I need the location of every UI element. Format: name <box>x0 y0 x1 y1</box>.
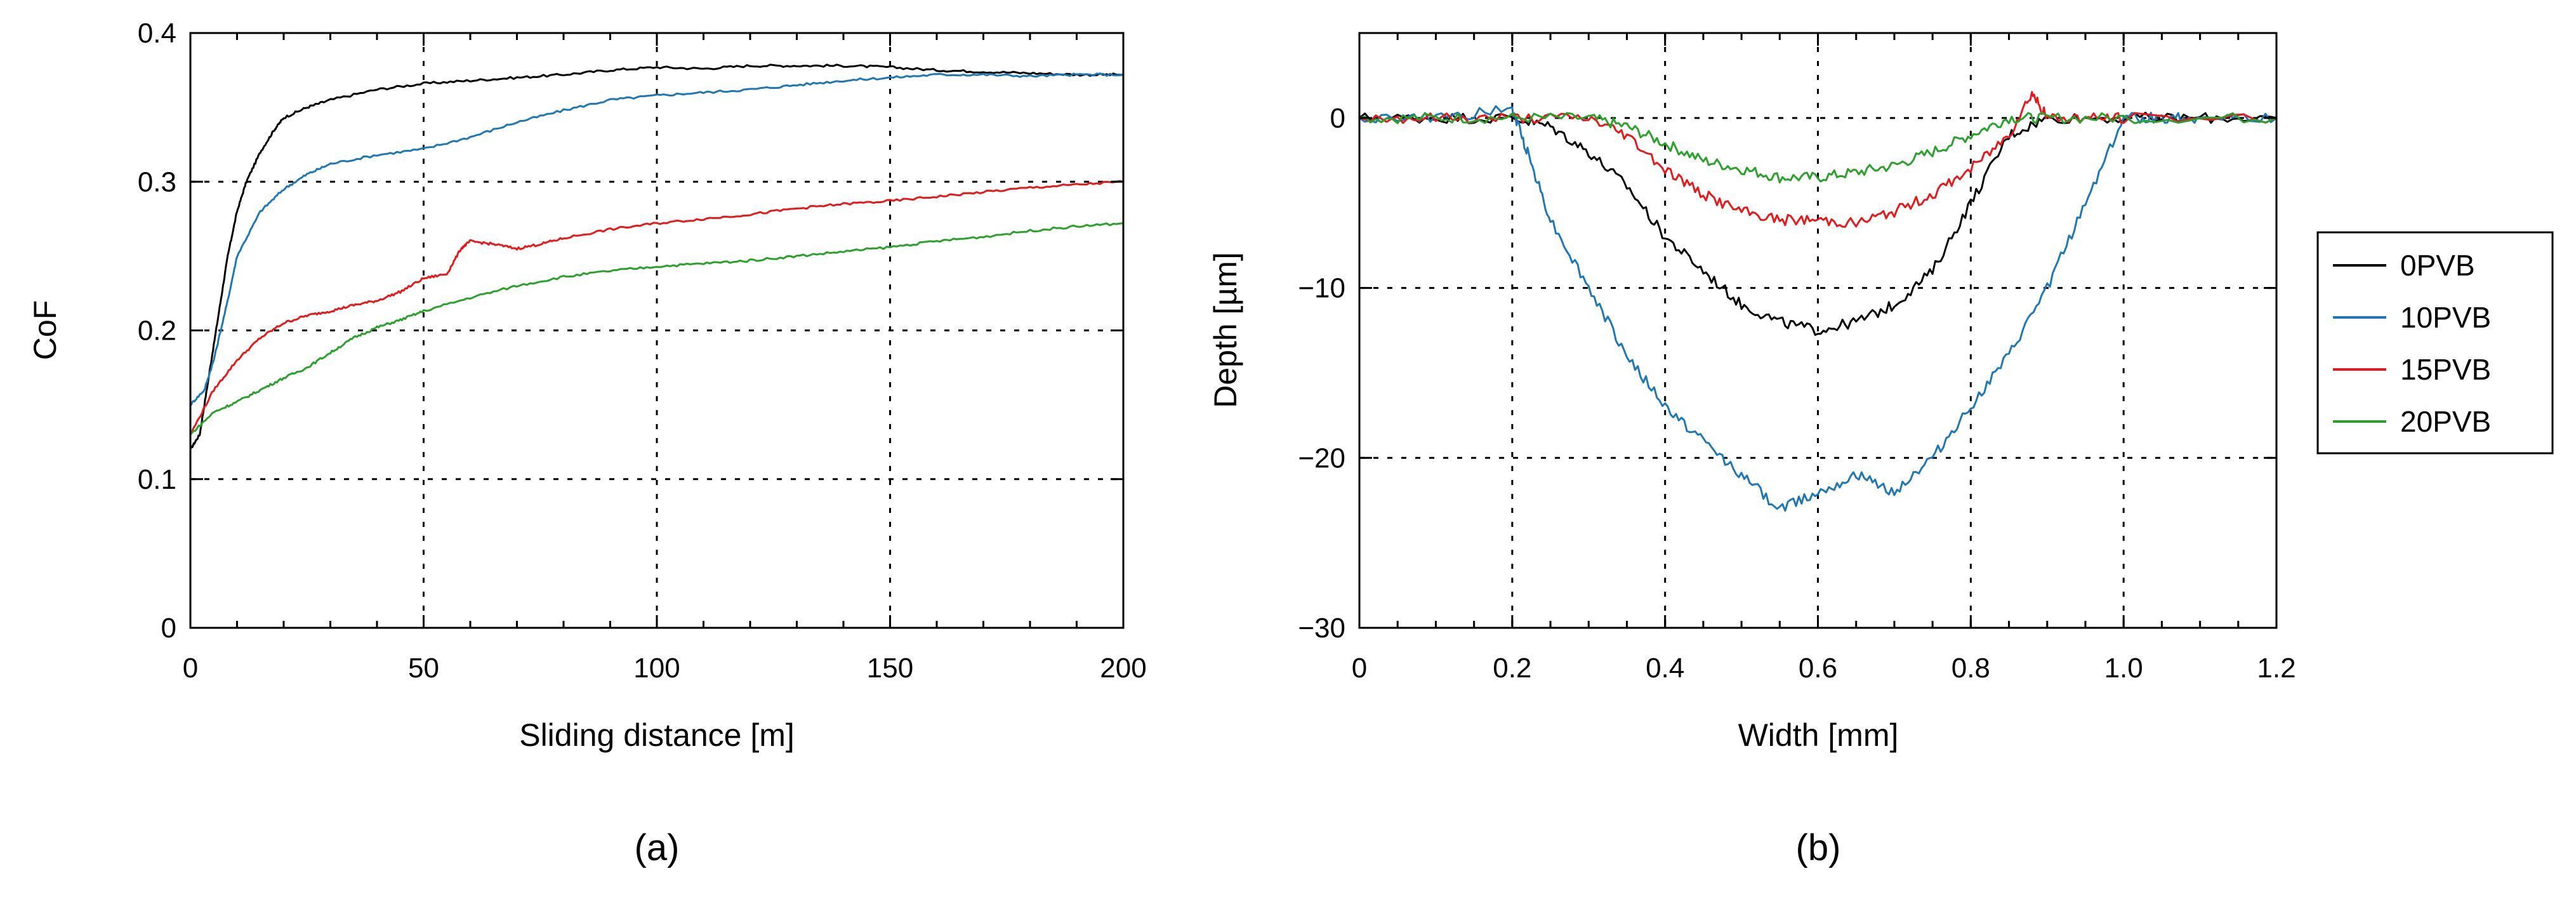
panel-b-xtick-label-1: 0.2 <box>1493 653 1531 684</box>
panel-a-series-15pvb <box>189 180 1125 435</box>
panel-b-series-group <box>1358 91 2278 512</box>
legend: 0PVB 10PVB 15PVB 20PVB <box>2316 231 2554 455</box>
panel-a-ytick-label-3: 0.3 <box>138 166 176 197</box>
panel-a-series-10pvb <box>189 72 1125 406</box>
panel-b-xtick-label-6: 1.2 <box>2257 653 2295 684</box>
panel-b-xtick-label-2: 0.4 <box>1646 653 1684 684</box>
panel-a: 0 50 100 150 200 0 0.1 0.2 0.3 0.4 Sliding distan… <box>27 18 1147 868</box>
legend-label-20pvb: 20PVB <box>2400 405 2491 438</box>
panel-b-series-0pvb <box>1358 112 2278 336</box>
panel-b-xtick-label-0: 0 <box>1352 653 1367 684</box>
panel-b-xlabel: Width [mm] <box>1738 717 1899 753</box>
panel-b-grid <box>1359 33 2276 628</box>
panel-a-ytick-label-4: 0.4 <box>138 18 176 49</box>
panel-b-ytick-label-0: 0 <box>1330 103 1345 134</box>
panel-b: 0 0.2 0.4 0.6 0.8 1.0 1.2 0 −10 −20 −30 Width [mm]… <box>1208 32 2296 868</box>
legend-box <box>2316 231 2554 455</box>
legend-label-10pvb: 10PVB <box>2400 301 2491 334</box>
panel-a-xtick-label-1: 50 <box>408 653 439 684</box>
panel-a-series-group <box>189 63 1125 451</box>
legend-items: 0PVB 10PVB 15PVB 20PVB <box>2333 249 2491 438</box>
panel-a-xtick-label-2: 100 <box>633 653 680 684</box>
panel-b-ticks: 0 0.2 0.4 0.6 0.8 1.0 1.2 0 −10 −20 −30 <box>1298 33 2296 684</box>
panel-a-xlabel: Sliding distance [m] <box>519 717 795 753</box>
legend-label-0pvb: 0PVB <box>2400 249 2475 282</box>
panel-a-series-0pvb <box>189 63 1125 451</box>
panel-b-label: (b) <box>1796 827 1841 868</box>
legend-label-15pvb: 15PVB <box>2400 353 2491 386</box>
panel-b-xtick-label-4: 0.8 <box>1952 653 1990 684</box>
panel-b-ytick-label-2: −20 <box>1298 442 1345 474</box>
panel-b-series-20pvb <box>1358 112 2278 183</box>
panel-a-ytick-label-1: 0.1 <box>138 464 176 495</box>
panel-a-ytick-label-2: 0.2 <box>138 316 176 347</box>
panel-a-ticks: 0 50 100 150 200 0 0.1 0.2 0.3 0.4 <box>138 18 1147 684</box>
panel-b-ylabel: Depth [µm] <box>1208 252 1243 408</box>
panel-a-xtick-label-0: 0 <box>183 653 198 684</box>
panel-b-series-15pvb <box>1358 91 2278 228</box>
panel-a-series-20pvb <box>189 222 1125 435</box>
panel-b-xtick-label-3: 0.6 <box>1799 653 1837 684</box>
panel-a-ylabel: CoF <box>27 300 63 360</box>
panel-a-label: (a) <box>635 827 680 868</box>
panel-b-series-10pvb <box>1358 105 2278 512</box>
panel-a-xtick-label-4: 200 <box>1100 653 1146 684</box>
panel-a-xtick-label-3: 150 <box>867 653 913 684</box>
panel-a-grid <box>190 33 1123 628</box>
panel-b-ytick-label-1: −10 <box>1298 273 1345 304</box>
panel-b-ytick-label-3: −30 <box>1298 613 1345 644</box>
panel-b-xtick-label-5: 1.0 <box>2104 653 2143 684</box>
panel-a-ytick-label-0: 0 <box>161 613 176 644</box>
